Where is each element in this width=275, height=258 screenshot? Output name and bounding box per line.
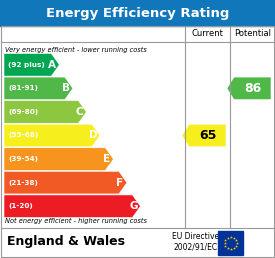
Text: (69-80): (69-80)	[8, 109, 38, 115]
Text: C: C	[76, 107, 83, 117]
Polygon shape	[4, 101, 86, 123]
Text: 86: 86	[244, 82, 261, 95]
Polygon shape	[182, 124, 226, 147]
Polygon shape	[227, 77, 271, 100]
Text: Energy Efficiency Rating: Energy Efficiency Rating	[46, 6, 229, 20]
Text: Not energy efficient - higher running costs: Not energy efficient - higher running co…	[5, 218, 147, 224]
Text: (92 plus): (92 plus)	[8, 62, 45, 68]
Polygon shape	[4, 195, 141, 217]
Text: Potential: Potential	[234, 29, 271, 38]
Text: (21-38): (21-38)	[8, 180, 38, 186]
Bar	[0, 0, 275, 26]
Text: G: G	[129, 201, 138, 211]
Bar	[1, 26, 274, 257]
Text: 65: 65	[199, 129, 216, 142]
Text: A: A	[48, 60, 56, 70]
Text: Current: Current	[192, 29, 223, 38]
Text: (55-68): (55-68)	[8, 133, 38, 139]
Polygon shape	[4, 53, 59, 76]
Bar	[218, 231, 243, 255]
Text: D: D	[89, 131, 97, 141]
Text: F: F	[116, 178, 123, 188]
Text: (1-20): (1-20)	[8, 203, 33, 209]
Text: E: E	[103, 154, 110, 164]
Polygon shape	[4, 148, 113, 170]
Polygon shape	[4, 77, 73, 100]
Text: England & Wales: England & Wales	[7, 236, 125, 248]
Polygon shape	[4, 171, 127, 194]
Text: Very energy efficient - lower running costs: Very energy efficient - lower running co…	[5, 47, 147, 53]
Text: (81-91): (81-91)	[8, 85, 38, 91]
Text: EU Directive
2002/91/EC: EU Directive 2002/91/EC	[172, 232, 219, 252]
Text: B: B	[62, 83, 70, 93]
Text: (39-54): (39-54)	[8, 156, 38, 162]
Polygon shape	[4, 124, 100, 147]
Bar	[1, 228, 274, 257]
